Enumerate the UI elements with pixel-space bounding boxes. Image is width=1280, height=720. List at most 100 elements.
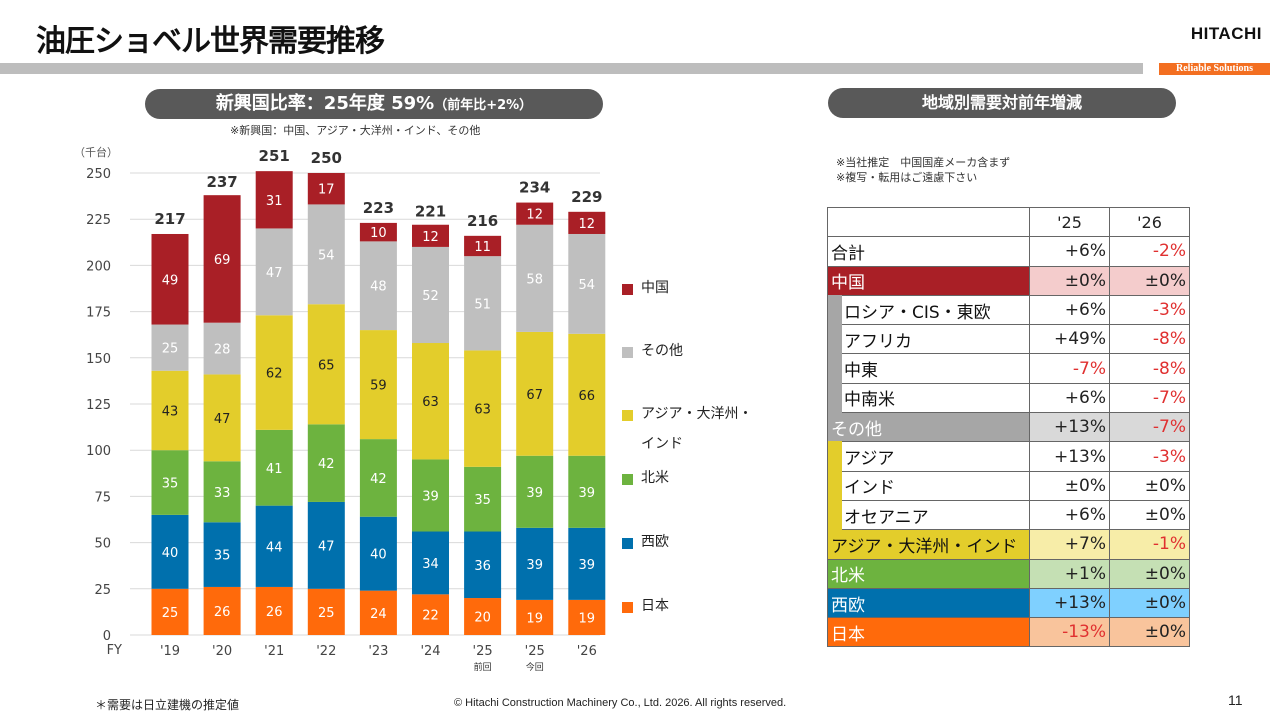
table-row: アジア・大洋州・インド +7% -1%	[827, 529, 1190, 560]
emerging-ratio-yoy: （前年比+2%）	[434, 98, 533, 113]
bar-segment-label: 40	[370, 548, 387, 563]
legend-label-line: 日本	[641, 598, 669, 614]
bar-segment-asia	[568, 333, 606, 456]
legend-label-line: インド	[641, 436, 683, 452]
bar-segment-china	[412, 224, 449, 247]
header-year: '26	[1109, 206, 1190, 238]
region-label: 合計	[831, 243, 865, 264]
bar-segment-asia	[516, 331, 554, 456]
bar-total-label: 229	[571, 188, 602, 206]
bar-total-label: 223	[363, 199, 394, 217]
legend-label-line: その他	[641, 343, 683, 359]
region-label: アジア・大洋州・インド	[831, 536, 1018, 557]
legend-label: 西欧	[641, 527, 669, 557]
region-label-cell: 中南米	[827, 382, 1030, 414]
region-label-cell: 合計	[827, 236, 1030, 267]
legend-swatch	[622, 410, 633, 421]
yoy-value-26: ±0%	[1109, 470, 1190, 501]
bar-segment-others	[307, 204, 345, 305]
bar-total-label: 237	[206, 173, 237, 191]
region-label-cell: その他	[827, 412, 1030, 443]
legend-label: 日本	[641, 591, 669, 621]
bar-total-label: 234	[519, 179, 550, 197]
legend-label-line: アジア・大洋州・	[641, 406, 753, 422]
bar-segment-west_europe	[151, 514, 189, 589]
yoy-value-26: ±0%	[1109, 558, 1190, 589]
bar-segment-label: 28	[214, 343, 231, 358]
indent-bar	[828, 294, 842, 326]
stacked-bar-chart: 0 25 50 75 100 125 150 175 200 225 250 FY 25 40 35 43 25…	[86, 147, 606, 673]
bar-segment-label: 39	[422, 489, 439, 504]
y-tick-label: 225	[86, 213, 111, 228]
indent-bar	[828, 382, 842, 414]
bar-segment-china	[307, 173, 345, 205]
emerging-definition-note: ※新興国：中国、アジア・大洋州・インド、その他	[230, 124, 481, 137]
bar-segment-label: 25	[318, 606, 335, 621]
region-label: 中東	[844, 361, 878, 382]
bar-segment-label: 35	[162, 477, 179, 492]
bar-segment-label: 36	[474, 559, 491, 574]
table-row: 西欧 +13% ±0%	[827, 587, 1190, 619]
yoy-value-25: +6%	[1029, 382, 1110, 414]
legend-label: 北米	[641, 463, 669, 493]
y-axis-unit-label: （千台）	[74, 146, 118, 159]
yoy-value-25: ±0%	[1029, 470, 1110, 501]
bar-segment-label: 63	[474, 403, 491, 418]
bar-segment-others	[203, 322, 241, 375]
note-estimate: ※当社推定 中国国産メーカ含まず	[836, 156, 1011, 169]
bar-segment-label: 25	[162, 342, 179, 357]
bar-segment-label: 47	[214, 412, 231, 427]
bar-segment-others	[255, 228, 293, 316]
yoy-value-26: ±0%	[1109, 587, 1190, 619]
yoy-value-25: -7%	[1029, 353, 1110, 384]
yoy-value-26: ±0%	[1109, 265, 1190, 296]
bar-segment-others	[151, 324, 189, 371]
legend-item-asia: アジア・大洋州・ インド	[622, 406, 752, 459]
hitachi-logo: HITACHI	[1190, 24, 1262, 43]
table-row: アジア +13% -3%	[827, 441, 1190, 472]
bar-segment-japan	[359, 590, 397, 635]
bar-segment-label: 54	[318, 248, 335, 263]
region-label-cell: アフリカ	[827, 324, 1030, 355]
legend-swatch	[622, 474, 633, 485]
y-tick-label: 50	[94, 537, 111, 552]
yoy-value-26: -8%	[1109, 353, 1190, 384]
region-label: 中南米	[844, 390, 895, 411]
copyright: © Hitachi Construction Machinery Co., Lt…	[454, 697, 787, 709]
bar-segment-label: 54	[579, 278, 596, 293]
yoy-value-25: ±0%	[1029, 265, 1110, 296]
y-tick-label: 100	[86, 444, 111, 459]
header-blank	[827, 206, 1030, 238]
legend-item-west_europe: 西欧	[622, 534, 669, 557]
legend-swatch	[622, 284, 633, 295]
bar-segment-label: 12	[422, 230, 439, 245]
yoy-value-25: -13%	[1029, 617, 1110, 648]
table-row: その他 +13% -7%	[827, 412, 1190, 443]
table-row: 北米 +1% ±0%	[827, 558, 1190, 589]
bar-total-label: 217	[154, 210, 185, 228]
y-tick-label: 175	[86, 306, 111, 321]
bar-segment-north_america	[151, 450, 189, 515]
regional-yoy-banner: 地域別需要対前年増減	[828, 88, 1176, 118]
bar-segment-north_america	[203, 461, 241, 523]
y-tick-label: 0	[103, 629, 111, 644]
bar-segment-label: 17	[318, 183, 335, 198]
bar-segment-china	[359, 222, 397, 242]
bar-segment-label: 52	[422, 289, 439, 304]
bar-total-label: 221	[415, 203, 446, 221]
bar-segment-label: 59	[370, 379, 387, 394]
header-divider-band	[0, 63, 1143, 74]
bar-segment-label: 44	[266, 540, 283, 555]
bar-segment-china	[151, 233, 189, 325]
bar-segment-label: 42	[318, 457, 335, 472]
region-label-cell: 中東	[827, 353, 1030, 384]
note-copy-restriction: ※複写・転用はご遠慮下さい	[836, 171, 978, 184]
y-tick-label: 200	[86, 259, 111, 274]
bar-segment-japan	[464, 598, 502, 635]
x-tick-label: '25	[473, 644, 493, 659]
legend-swatch	[622, 602, 633, 613]
yoy-value-26: -2%	[1109, 236, 1190, 267]
bar-segment-label: 31	[266, 194, 283, 209]
x-tick-label: '23	[368, 644, 388, 659]
bar-segment-label: 19	[579, 611, 596, 626]
